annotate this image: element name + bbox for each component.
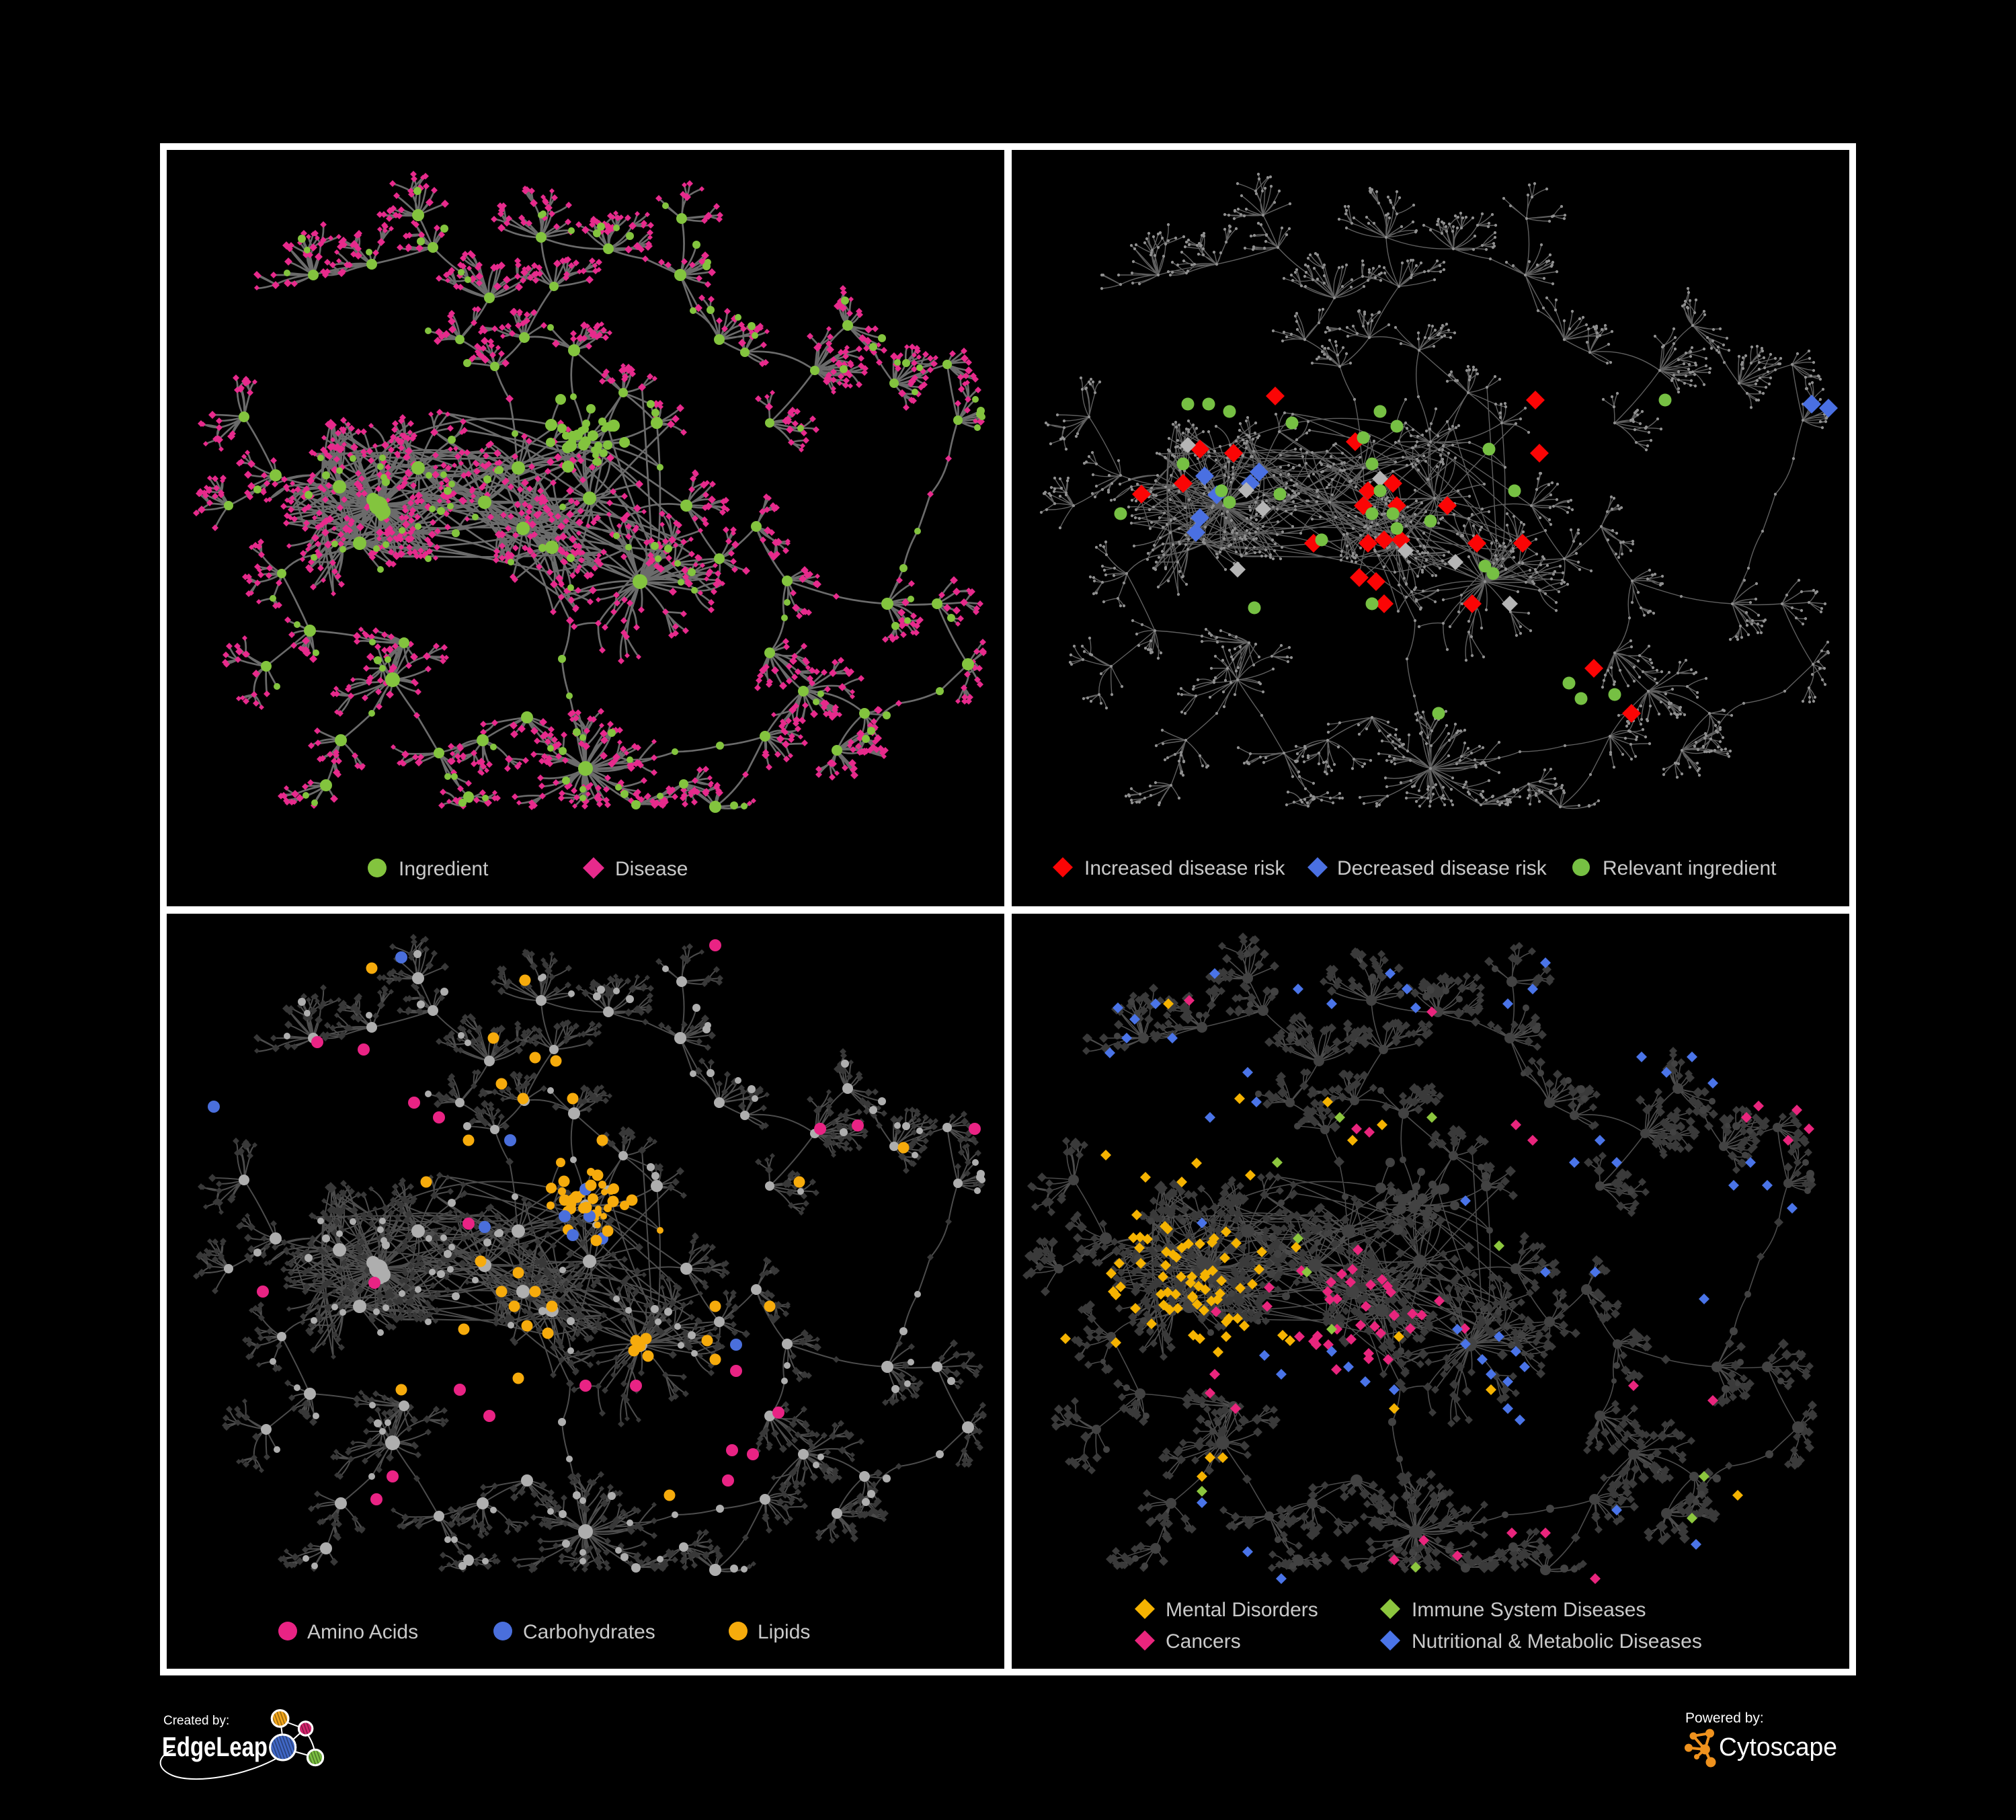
svg-text:Nutritional & Metabolic Diseas: Nutritional & Metabolic Diseases (1412, 1630, 1702, 1653)
svg-text:Powered by:: Powered by: (1685, 1710, 1764, 1726)
svg-text:Decreased disease risk: Decreased disease risk (1337, 857, 1547, 879)
svg-text:Carbohydrates: Carbohydrates (523, 1621, 655, 1643)
svg-text:Increased disease risk: Increased disease risk (1084, 857, 1285, 879)
svg-text:Cancers: Cancers (1166, 1630, 1241, 1653)
svg-text:Amino Acids: Amino Acids (307, 1621, 418, 1643)
svg-text:Disease: Disease (615, 858, 688, 880)
svg-text:Lipids: Lipids (758, 1621, 810, 1643)
svg-text:Mental Disorders: Mental Disorders (1166, 1599, 1318, 1621)
svg-text:EdgeLeap: EdgeLeap (162, 1731, 268, 1762)
svg-text:Relevant ingredient: Relevant ingredient (1603, 857, 1777, 879)
svg-text:Cytoscape: Cytoscape (1719, 1733, 1837, 1762)
svg-text:Immune System Diseases: Immune System Diseases (1412, 1599, 1646, 1621)
svg-text:Ingredient: Ingredient (399, 858, 489, 880)
svg-text:Created by:: Created by: (163, 1714, 229, 1728)
